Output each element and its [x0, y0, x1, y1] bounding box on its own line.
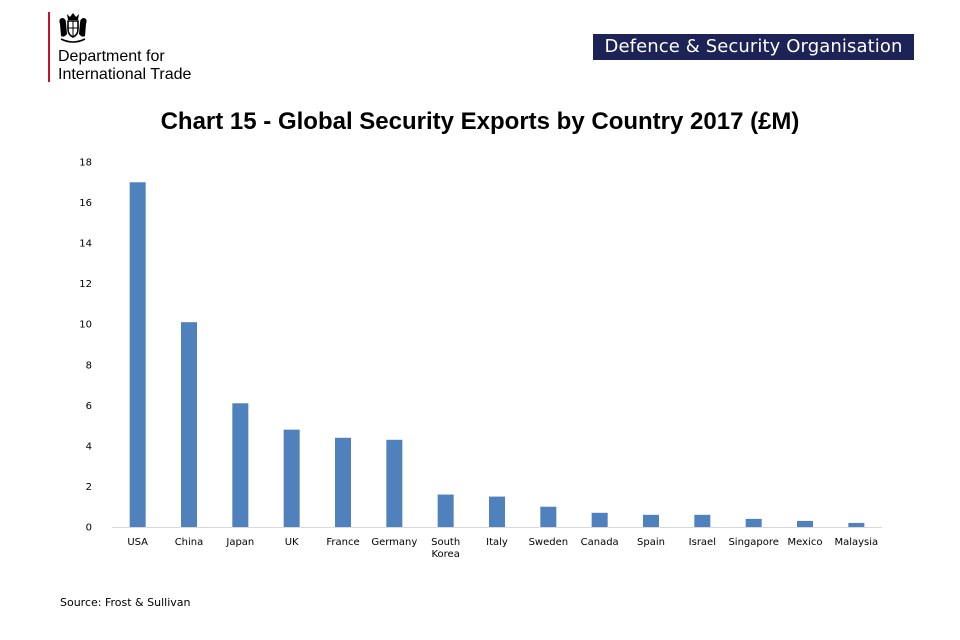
x-tick-label: Sweden	[529, 537, 569, 548]
bar	[335, 437, 351, 527]
x-tick-label: Spain	[637, 537, 665, 548]
x-tick-label: Mexico	[788, 537, 823, 548]
bar	[797, 520, 813, 527]
x-tick-label: UK	[285, 537, 299, 548]
y-tick-label: 10	[79, 320, 92, 331]
x-tick-label: Malaysia	[834, 537, 878, 548]
dso-badge: Defence & Security Organisation	[593, 34, 914, 60]
x-tick-label: France	[326, 537, 359, 548]
bar	[386, 439, 403, 527]
logo-red-rule	[48, 12, 50, 82]
department-name-line2: International Trade	[58, 66, 192, 83]
bar	[591, 512, 608, 527]
y-tick-label: 16	[79, 198, 92, 209]
x-tick-label: Canada	[581, 537, 619, 548]
y-tick-label: 8	[86, 360, 92, 371]
y-tick-label: 14	[79, 239, 92, 250]
y-tick-label: 12	[79, 279, 92, 290]
bar	[694, 514, 711, 527]
bar	[181, 322, 197, 527]
source-note: Source: Frost & Sullivan	[60, 596, 191, 609]
bar	[232, 403, 249, 527]
royal-crest-icon	[59, 13, 87, 43]
x-tick-label: Japan	[225, 537, 254, 548]
x-tick-label: USA	[127, 537, 148, 548]
bar	[437, 494, 454, 527]
x-tick-label: Germany	[371, 537, 417, 548]
department-name-line1: Department for	[58, 48, 165, 65]
x-tick-label: South Korea	[431, 537, 460, 560]
y-tick-label: 2	[86, 482, 92, 493]
x-tick-label: Israel	[689, 537, 716, 548]
y-tick-label: 6	[86, 401, 92, 412]
bar	[643, 514, 659, 527]
bar	[540, 506, 557, 527]
bar	[745, 518, 762, 527]
bar	[283, 429, 300, 527]
x-tick-label: Italy	[486, 537, 508, 548]
y-tick-label: 18	[79, 158, 92, 169]
y-tick-label: 4	[86, 441, 92, 452]
bar	[489, 496, 505, 527]
x-tick-label: China	[175, 537, 204, 548]
chart-title: Chart 15 - Global Security Exports by Co…	[160, 108, 800, 135]
x-tick-label: Singapore	[728, 537, 778, 548]
bar	[129, 182, 146, 527]
bar	[848, 522, 865, 527]
y-tick-label: 0	[86, 523, 92, 534]
